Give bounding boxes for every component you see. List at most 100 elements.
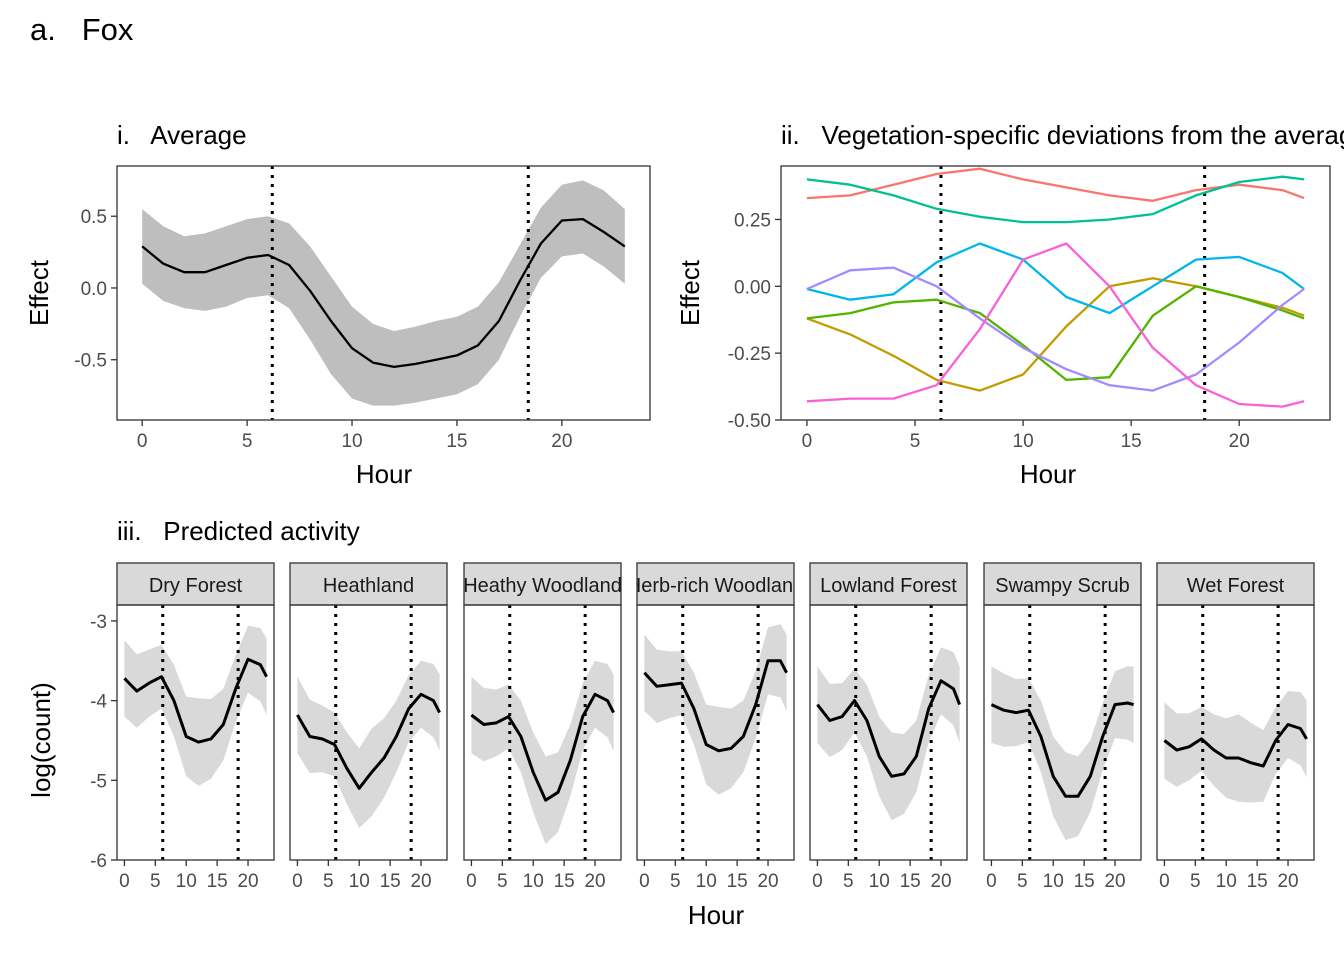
panel-deviations-ylabel: Effect <box>675 259 705 326</box>
facet-strip-label: Lowland Forest <box>820 575 957 597</box>
average-xtick-label-2: 10 <box>341 431 362 452</box>
facet-line <box>816 679 961 778</box>
facet-line <box>1163 723 1308 768</box>
deviations-ytick-label-0: 0.25 <box>734 210 771 231</box>
facet-swampy-scrub-xtick-label-4: 20 <box>1104 871 1125 892</box>
facet-heathy-woodland-xtick-label-3: 15 <box>554 871 575 892</box>
facet-dry-forest-ytick-label-2: -5 <box>90 771 107 792</box>
facet-ribbon <box>471 660 614 845</box>
facet-wet-forest-xtick-label-2: 10 <box>1216 871 1237 892</box>
deviations-xtick-label-4: 20 <box>1229 431 1250 452</box>
deviations-ytick-layer: 0.25 0.00 -0.25 -0.50 <box>728 210 781 432</box>
facet-strip-label: Heathland <box>323 575 414 597</box>
facet-swampy-scrub-xtick-label-0: 0 <box>986 871 997 892</box>
facet-dry-forest-frame <box>116 604 275 861</box>
facet-ribbon <box>297 660 440 829</box>
facet-strip-label: Heathy Woodland <box>463 575 622 597</box>
facet-heathland-frame <box>289 604 448 861</box>
facet-line <box>296 692 441 790</box>
panel-average: i. Average 0 5 10 15 20 0.5 0.0 -0.5 Hour Effe… <box>24 120 651 489</box>
deviations-ytick-label-3: -0.50 <box>728 411 771 432</box>
facet-strip <box>1156 562 1315 606</box>
facet-wet-forest-frame <box>1156 604 1315 861</box>
facet-strip <box>809 562 968 606</box>
facet-dry-forest: Dry Forest 0 5 10 15 20 -3 -4 -5 -6 <box>90 562 275 892</box>
panel-predicted-title: iii. Predicted activity <box>117 516 360 546</box>
average-xtick-label-3: 15 <box>446 431 467 452</box>
figure-title: a. Fox <box>30 12 134 47</box>
facet-lowland-forest-xtick-label-2: 10 <box>869 871 890 892</box>
facet-dry-forest-ytick-label-3: -6 <box>90 851 107 872</box>
facet-dry-forest-xtick-label-3: 15 <box>207 871 228 892</box>
deviation-series-6 <box>806 242 1305 408</box>
average-xtick-layer: 0 5 10 15 20 <box>137 420 572 452</box>
facet-herb-rich-woodland-xtick-label-4: 20 <box>757 871 778 892</box>
facet-heathland: Heathland 0 5 10 15 20 <box>289 562 448 892</box>
facet-strip <box>983 562 1142 606</box>
deviation-series-0 <box>806 167 1305 202</box>
facet-ribbon <box>817 647 960 821</box>
deviation-series-4 <box>806 242 1305 315</box>
deviations-xtick-label-0: 0 <box>802 431 813 452</box>
facet-dry-forest-ytick-label-0: -3 <box>90 612 107 633</box>
facet-strip-label: Swampy Scrub <box>995 575 1130 597</box>
facet-swampy-scrub-xtick-label-2: 10 <box>1043 871 1064 892</box>
facet-ribbon <box>124 625 267 786</box>
deviation-series-3 <box>806 175 1305 224</box>
facet-wet-forest-xtick-label-4: 20 <box>1277 871 1298 892</box>
facet-lowland-forest-xtick-label-4: 20 <box>930 871 951 892</box>
facet-herb-rich-woodland-xtick-label-0: 0 <box>639 871 650 892</box>
deviations-vline-layer <box>939 166 1207 420</box>
average-xtick-label-4: 20 <box>551 431 572 452</box>
deviations-ytick-label-2: -0.25 <box>728 344 771 365</box>
facet-dry-forest-xtick-label-4: 20 <box>237 871 258 892</box>
facet-lowland-forest-xtick-label-1: 5 <box>843 871 854 892</box>
facet-heathy-woodland-xtick-label-2: 10 <box>523 871 544 892</box>
average-xtick-label-1: 5 <box>242 431 253 452</box>
facet-swampy-scrub: Swampy Scrub 0 5 10 15 20 <box>983 562 1142 892</box>
panel-average-title: i. Average <box>117 120 247 150</box>
facet-heathy-woodland-xtick-label-4: 20 <box>584 871 605 892</box>
facet-lowland-forest: Lowland Forest 0 5 10 15 20 <box>809 562 968 892</box>
facet-heathland-xtick-label-3: 15 <box>380 871 401 892</box>
deviations-frame <box>780 165 1331 421</box>
average-frame <box>116 165 651 421</box>
facet-swampy-scrub-xtick-label-1: 5 <box>1017 871 1028 892</box>
deviations-xtick-label-2: 10 <box>1013 431 1034 452</box>
panel-deviations-title: ii. Vegetation-specific deviations from … <box>781 120 1344 150</box>
facet-herb-rich-woodland-xtick-label-1: 5 <box>670 871 681 892</box>
deviations-frame-layer <box>780 165 1331 421</box>
deviations-ytick-label-1: 0.00 <box>734 277 771 298</box>
facet-line <box>470 692 615 802</box>
facet-wet-forest-xtick-label-0: 0 <box>1159 871 1170 892</box>
facet-lowland-forest-frame <box>809 604 968 861</box>
facet-wet-forest: Wet Forest 0 5 10 15 20 <box>1156 562 1315 892</box>
facet-swampy-scrub-frame <box>983 604 1142 861</box>
deviations-xtick-label-3: 15 <box>1121 431 1142 452</box>
facet-heathland-xtick-label-0: 0 <box>292 871 303 892</box>
facet-strip-label: Wet Forest <box>1187 575 1285 597</box>
deviations-line-layer <box>806 167 1305 408</box>
facet-herb-rich-woodland-frame <box>636 604 795 861</box>
facet-dry-forest-xtick-label-0: 0 <box>119 871 130 892</box>
facet-ribbon <box>1164 691 1307 803</box>
average-vline-layer <box>270 166 530 420</box>
facet-heathy-woodland: Heathy Woodland 0 5 10 15 20 <box>463 562 622 892</box>
panel-predicted-ylabel: log(count) <box>26 682 56 798</box>
facet-wet-forest-xtick-label-1: 5 <box>1190 871 1201 892</box>
panel-deviations: ii. Vegetation-specific deviations from … <box>675 120 1344 489</box>
facet-line <box>990 701 1134 798</box>
panel-average-ylabel: Effect <box>24 259 54 326</box>
facet-heathy-woodland-xtick-label-0: 0 <box>466 871 477 892</box>
average-ytick-label-0: 0.5 <box>81 207 107 228</box>
average-ytick-layer: 0.5 0.0 -0.5 <box>74 207 117 372</box>
facet-heathy-woodland-frame <box>463 604 622 861</box>
panel-deviations-xlabel: Hour <box>1020 459 1077 489</box>
deviations-xtick-layer: 0 5 10 15 20 <box>802 420 1250 452</box>
facet-strip <box>636 562 795 606</box>
facet-strip-label: Herb-rich Woodland <box>627 575 805 597</box>
facet-dry-forest-xtick-label-2: 10 <box>176 871 197 892</box>
